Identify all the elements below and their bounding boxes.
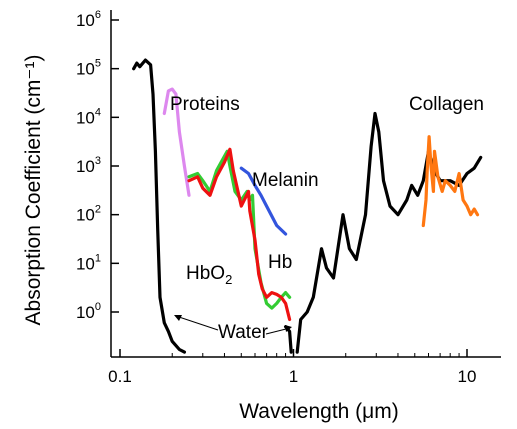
x-tick-label: 10 (458, 367, 477, 386)
water-pointer-right-arrow (285, 325, 292, 332)
collagen-label: Collagen (409, 94, 484, 115)
water-label: Water (218, 322, 269, 343)
series-line-hb-6 (187, 147, 292, 322)
plot-frame (110, 10, 501, 358)
y-tick-label: 101 (76, 252, 101, 273)
series-line-collagen-7 (421, 135, 480, 228)
series-line-proteins-3 (162, 87, 191, 197)
y-tick-label: 103 (76, 155, 101, 176)
hb-label: Hb (268, 252, 292, 273)
series-line-water-0 (132, 58, 186, 354)
series-line-water-2 (295, 111, 483, 354)
water-pointer-left (175, 315, 219, 331)
x-axis-title: Wavelength (μm) (239, 400, 399, 423)
axis-ticks: 0.1 1 10 100 101 102 103 104 105 106 (76, 9, 477, 386)
y-tick-label: 104 (76, 106, 101, 127)
y-tick-label: 100 (76, 301, 101, 322)
proteins-label: Proteins (170, 94, 240, 115)
hbo2-label-subscript: 2 (225, 272, 232, 287)
series-line-melanin-4 (239, 166, 288, 236)
x-tick-label: 0.1 (108, 367, 132, 386)
y-tick-label: 105 (76, 58, 101, 79)
y-tick-label: 102 (76, 204, 101, 225)
x-tick-label: 1 (289, 367, 298, 386)
y-axis-title: Absorption Coefficient (cm⁻¹) (22, 55, 45, 326)
y-tick-label: 106 (76, 9, 101, 30)
melanin-label: Melanin (252, 170, 319, 191)
water-pointers (174, 315, 292, 335)
hbo2-label: HbO2 (186, 263, 232, 287)
water-pointer-left-arrow (174, 315, 182, 321)
hbo2-label-base: HbO (186, 263, 225, 284)
